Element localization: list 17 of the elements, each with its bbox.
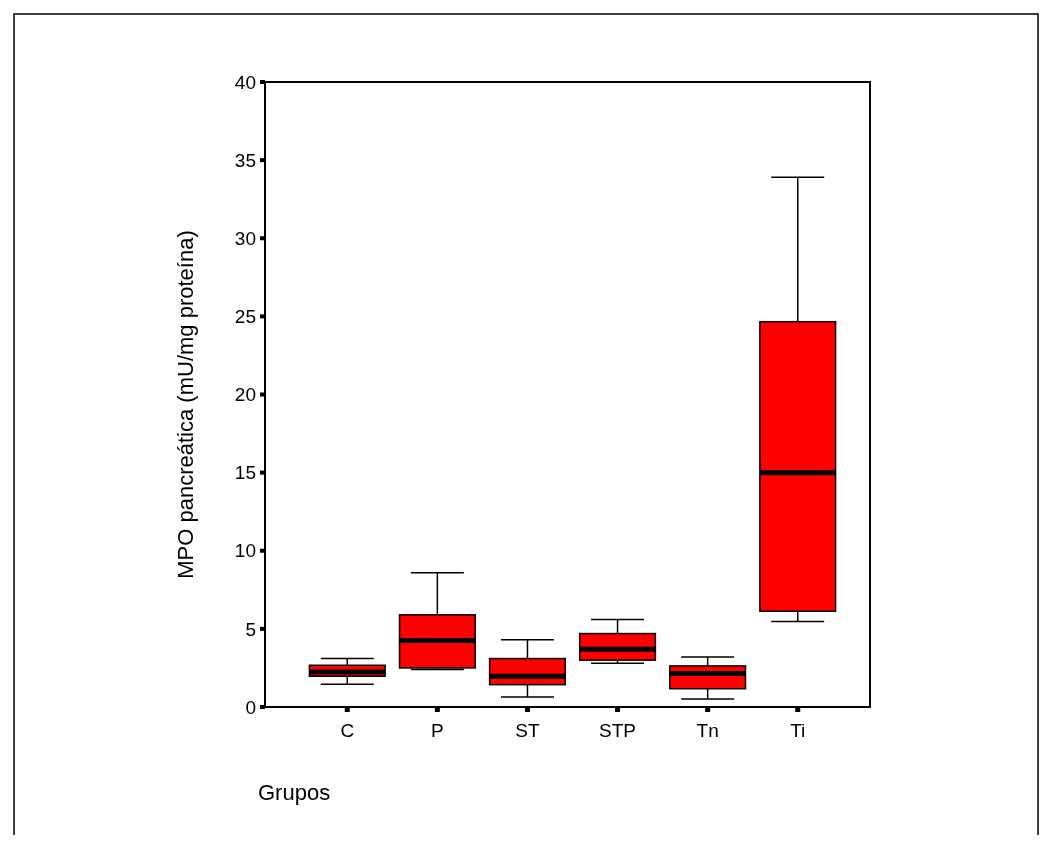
y-tick-label: 25	[234, 306, 256, 328]
y-tick-label: 40	[234, 71, 256, 93]
y-tick-label: 10	[234, 540, 256, 562]
y-tick-label: 5	[245, 618, 256, 640]
x-tick-label: C	[340, 720, 355, 741]
x-tick-label: P	[431, 720, 444, 741]
y-tick-label: 15	[234, 462, 256, 484]
x-tick-label: ST	[515, 720, 540, 741]
x-tick-label: STP	[599, 720, 637, 741]
x-axis-title: Grupos	[258, 780, 331, 805]
y-tick-label: 0	[245, 696, 256, 718]
y-tick-label: 20	[234, 384, 256, 406]
y-tick-label: 35	[234, 149, 256, 171]
y-tick-label: 30	[234, 227, 256, 249]
x-tick-label: Tn	[696, 720, 719, 741]
y-axis-title: MPO pancreática (mU/mg proteína)	[173, 230, 198, 579]
x-tick-label: Ti	[790, 720, 806, 741]
